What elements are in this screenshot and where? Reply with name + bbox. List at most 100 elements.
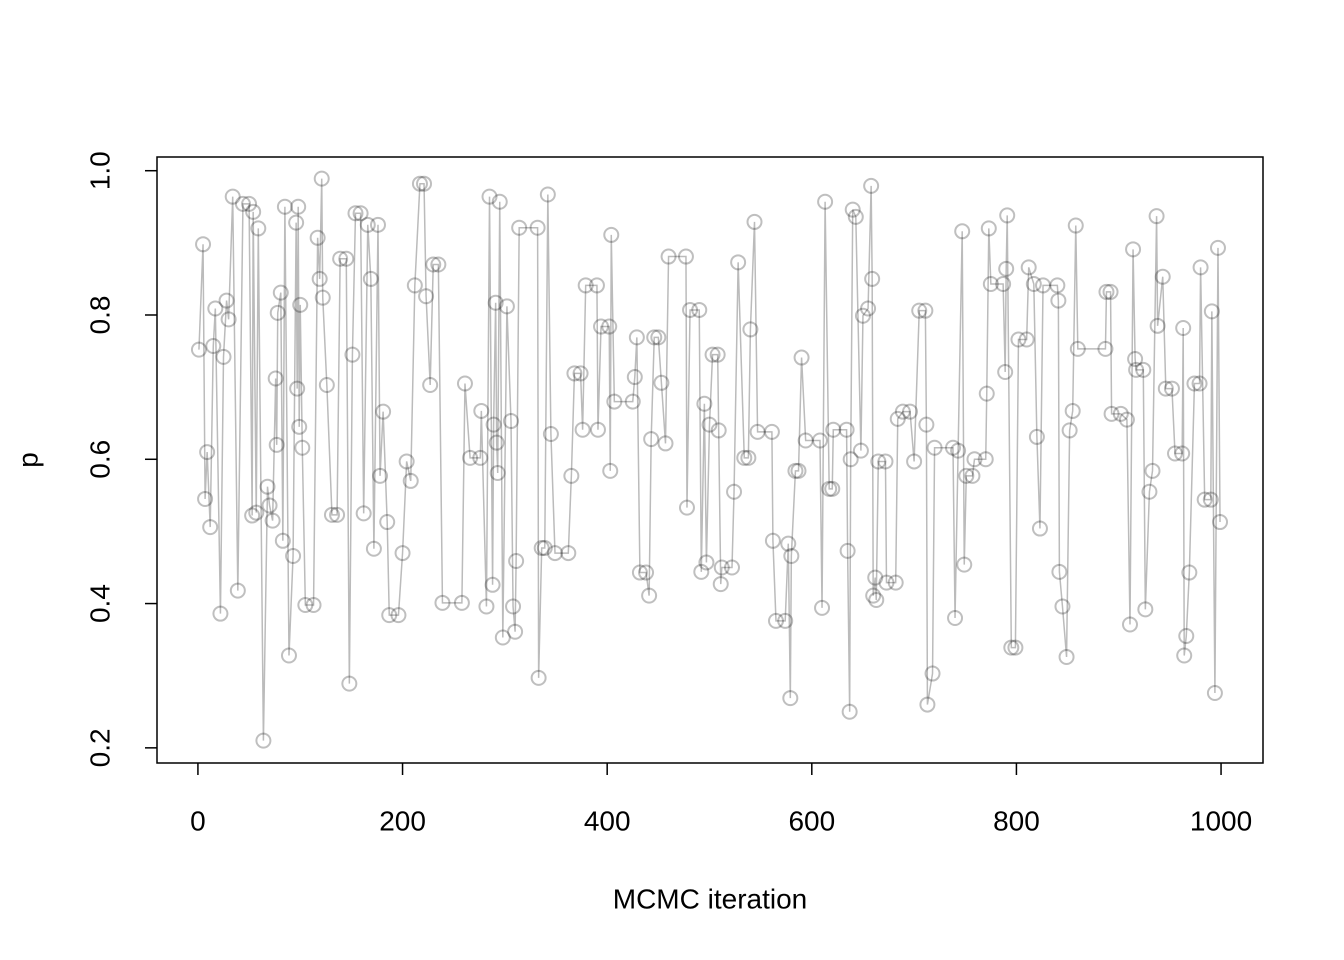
sample-point (1174, 445, 1191, 462)
sample-point (1191, 375, 1208, 392)
sample-point (1018, 331, 1035, 348)
sample-point (1049, 277, 1066, 294)
sample-point (1128, 361, 1145, 378)
sample-point (533, 540, 550, 557)
sample-point (726, 483, 743, 500)
sample-point (982, 275, 999, 292)
sample-point (814, 599, 831, 616)
sample-point (742, 321, 759, 338)
sample-point (997, 363, 1014, 380)
y-tick-label: 0.4 (84, 584, 115, 623)
sample-point (508, 553, 525, 569)
sample-point (626, 369, 643, 386)
sample-point (224, 188, 241, 205)
sample-point (999, 207, 1016, 224)
sample-point (817, 193, 834, 210)
sample-point (261, 497, 278, 514)
sample-point (782, 690, 799, 707)
sample-point (381, 607, 398, 624)
sample-point (868, 591, 885, 608)
sample-point (1007, 639, 1024, 656)
sample-point (1031, 520, 1048, 537)
sample-point (787, 462, 804, 479)
sample-point (329, 506, 346, 523)
sample-point (677, 248, 694, 265)
sample-point (365, 540, 382, 557)
sample-point (280, 647, 297, 664)
sample-point (362, 270, 379, 287)
sample-point (244, 507, 261, 524)
sample-point (311, 270, 328, 287)
sample-point (394, 545, 411, 562)
sample-point (511, 219, 528, 236)
sample-point (1163, 380, 1180, 397)
sample-point (877, 453, 894, 470)
sample-point (1121, 616, 1138, 633)
sample-point (274, 532, 291, 549)
sample-point (918, 416, 935, 433)
sample-point (255, 732, 272, 749)
sample-point (624, 393, 641, 410)
sample-point (838, 421, 855, 438)
sample-point (1196, 491, 1213, 508)
sample-point (947, 609, 964, 626)
x-tick-label: 0 (190, 805, 206, 836)
sample-point (650, 329, 667, 346)
sample-point (902, 403, 919, 420)
sample-point (1051, 563, 1068, 580)
sample-point (944, 439, 961, 456)
sample-point (1206, 685, 1223, 702)
sample-point (736, 449, 753, 466)
sample-point (234, 195, 251, 212)
sample-point (462, 449, 479, 466)
sample-point (207, 300, 224, 317)
sample-point (1135, 361, 1152, 378)
sample-point (318, 376, 335, 393)
sample-point (696, 395, 713, 412)
sample-point (1098, 283, 1115, 300)
sample-point (926, 439, 943, 456)
sample-point (416, 175, 433, 192)
sample-point (956, 556, 973, 573)
sample-point (202, 519, 219, 536)
sample-point (359, 216, 376, 233)
sample-point (285, 547, 302, 564)
sample-point (1178, 628, 1195, 645)
sample-point (259, 478, 276, 495)
sample-point (841, 703, 858, 720)
sample-point (678, 499, 695, 516)
sample-point (539, 186, 556, 203)
sample-point (660, 248, 677, 265)
sample-point (865, 587, 882, 604)
sample-point (530, 669, 547, 686)
sample-point (215, 348, 232, 365)
sample-point (352, 205, 369, 222)
sample-point (560, 545, 577, 562)
sample-point (628, 329, 645, 346)
sample-point (847, 208, 864, 225)
sample-point (1069, 340, 1086, 357)
sample-point (864, 270, 881, 287)
x-tick-label: 800 (993, 805, 1040, 836)
sample-point (369, 216, 386, 233)
sample-point (863, 177, 880, 194)
sample-point (411, 175, 428, 192)
x-tick-label: 200 (379, 805, 426, 836)
sample-point (190, 341, 207, 358)
sample-point (338, 250, 355, 267)
y-tick-label: 0.2 (84, 728, 115, 767)
sample-point (1192, 259, 1209, 276)
sample-point (430, 256, 447, 273)
sample-point (488, 434, 505, 451)
sample-point (288, 214, 305, 231)
sample-point (276, 198, 293, 215)
sample-point (842, 451, 859, 468)
sample-point (889, 410, 906, 427)
sample-point (546, 545, 563, 562)
trace-line (198, 178, 1221, 741)
sample-point (1067, 217, 1084, 234)
sample-point (563, 467, 580, 484)
sample-point (1097, 340, 1114, 357)
sample-point (1149, 317, 1166, 334)
sample-point (290, 198, 307, 215)
